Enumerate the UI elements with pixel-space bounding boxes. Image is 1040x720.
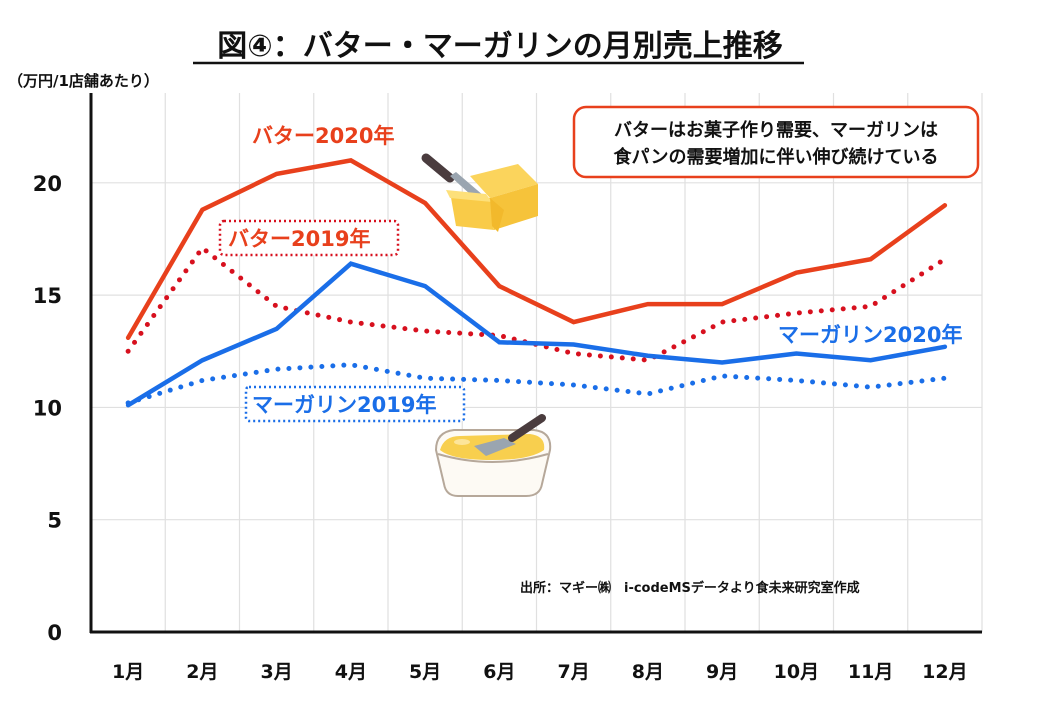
callout-line-1: バターはお菓子作り需要、マーガリンは [614, 119, 938, 141]
y-tick-label: 20 [33, 172, 62, 196]
series-2 [125, 261, 948, 408]
data-point [126, 349, 130, 353]
y-tick-label: 15 [33, 284, 62, 308]
series-line-solid [125, 261, 948, 408]
data-point [720, 320, 724, 324]
x-tick-label: 6月 [483, 661, 515, 683]
data-point [200, 378, 204, 382]
data-point [497, 284, 501, 288]
data-point [794, 271, 798, 275]
data-point [497, 334, 501, 338]
data-point [794, 378, 798, 382]
source-note: 出所：マギー㈱ i-codeMSデータより食未来研究室作成 [520, 580, 860, 596]
data-point [349, 262, 353, 266]
data-point [275, 172, 279, 176]
x-tick-label: 11月 [848, 661, 893, 683]
data-point [646, 354, 650, 358]
callout-box [572, 105, 980, 179]
x-tick-label: 7月 [558, 661, 590, 683]
data-point [275, 367, 279, 371]
y-tick-label: 0 [47, 621, 62, 645]
series-line-solid [125, 158, 948, 341]
data-point [943, 376, 947, 380]
data-point [720, 374, 724, 378]
callout-line-2: 食パンの需要増加に伴い伸び続けている [613, 146, 939, 168]
label-butter-2020: バター2020年 [252, 124, 394, 148]
data-point [943, 257, 947, 261]
chart-title: 図④：バター・マーガリンの月別売上推移 [217, 29, 782, 64]
y-tick-labels: 0 5 10 15 20 [33, 172, 62, 645]
data-point [126, 336, 130, 340]
data-point [200, 358, 204, 362]
data-point [275, 327, 279, 331]
x-tick-labels: 1月 2月 3月 4月 5月 6月 7月 8月 9月 10月 11月 12月 [112, 661, 968, 683]
data-point [423, 284, 427, 288]
x-tick-label: 2月 [186, 661, 218, 683]
data-point [572, 343, 576, 347]
label-butter-2019: バター2019年 [228, 227, 370, 251]
data-point [349, 363, 353, 367]
data-point [869, 257, 873, 261]
data-point [943, 203, 947, 207]
x-tick-label: 12月 [922, 661, 967, 683]
data-point [126, 401, 130, 405]
data-point [349, 158, 353, 162]
data-point [794, 352, 798, 356]
data-point [720, 361, 724, 365]
data-point [423, 329, 427, 333]
data-point [275, 304, 279, 308]
data-point [720, 302, 724, 306]
butter-block-icon [421, 153, 538, 232]
data-point [572, 352, 576, 356]
data-point [349, 320, 353, 324]
data-point [869, 304, 873, 308]
data-point [572, 383, 576, 387]
label-butter-2019-box: バター2019年 [218, 219, 400, 257]
x-tick-label: 10月 [774, 661, 819, 683]
data-point [646, 392, 650, 396]
x-tick-label: 3月 [261, 661, 293, 683]
series-0 [125, 158, 948, 341]
data-point [497, 340, 501, 344]
data-point [869, 385, 873, 389]
label-margarine-2019: マーガリン2019年 [252, 393, 436, 417]
y-tick-label: 5 [47, 509, 62, 533]
x-tick-label: 9月 [706, 661, 738, 683]
y-tick-label: 10 [33, 396, 62, 420]
label-margarine-2020: マーガリン2020年 [778, 323, 962, 347]
margarine-tub-icon [434, 414, 552, 497]
x-tick-label: 4月 [335, 661, 367, 683]
data-point [646, 302, 650, 306]
data-point [200, 246, 204, 250]
y-axis-unit-label: （万円/1店舗あたり） [8, 72, 159, 90]
data-point [869, 358, 873, 362]
data-point [794, 311, 798, 315]
x-tick-label: 5月 [409, 661, 441, 683]
x-tick-label: 1月 [112, 661, 144, 683]
x-tick-label: 8月 [632, 661, 664, 683]
annotation-callout: バターはお菓子作り需要、マーガリンは 食パンの需要増加に伴い伸び続けている [572, 105, 980, 179]
data-point [646, 358, 650, 362]
data-point [423, 201, 427, 205]
data-point [423, 376, 427, 380]
data-point [572, 320, 576, 324]
label-margarine-2019-box: マーガリン2019年 [244, 385, 466, 423]
series-group [125, 158, 948, 408]
data-point [200, 208, 204, 212]
data-point [497, 378, 501, 382]
